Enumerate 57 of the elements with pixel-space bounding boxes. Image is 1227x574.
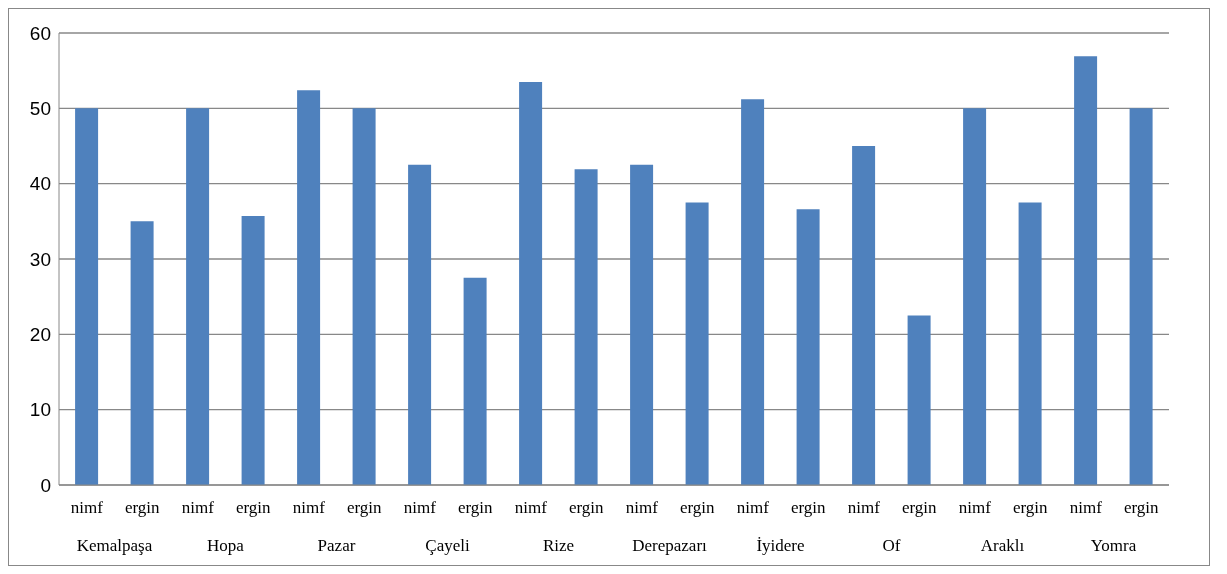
y-tick-label: 60 xyxy=(29,22,51,44)
text: Çayeli xyxy=(425,536,470,555)
x-tick-label: ergin xyxy=(235,498,272,517)
bar xyxy=(75,108,99,485)
x-tick-label: nimf xyxy=(625,498,659,517)
bar xyxy=(685,202,709,485)
x-tick-label: ergin xyxy=(901,498,938,517)
bar xyxy=(907,315,931,485)
x-tick-label: nimf xyxy=(292,498,326,517)
text: İyidere xyxy=(756,536,805,555)
bar xyxy=(241,216,265,485)
x-tick-label: ergin xyxy=(1123,498,1160,517)
x-tick-label: ergin xyxy=(790,498,827,517)
text: Yomra xyxy=(1090,536,1137,555)
x-tick-label: nimf xyxy=(1069,498,1103,517)
bar xyxy=(574,169,598,485)
bar xyxy=(519,81,543,485)
x-tick-label: nimf xyxy=(847,498,881,517)
x-tick-label: ergin xyxy=(346,498,383,517)
y-tick-label: 40 xyxy=(29,173,51,195)
x-tick-label: nimf xyxy=(403,498,437,517)
x-tick-label: ergin xyxy=(124,498,161,517)
bar xyxy=(630,164,654,485)
x-tick-label: ergin xyxy=(1012,498,1049,517)
bar xyxy=(408,164,432,485)
x-tick-label: nimf xyxy=(514,498,548,517)
y-tick-label: 30 xyxy=(29,248,51,270)
bar xyxy=(852,146,876,485)
bar xyxy=(463,277,487,485)
bar xyxy=(1129,108,1153,485)
bar xyxy=(1074,56,1098,485)
x-tick-label: ergin xyxy=(679,498,716,517)
x-tick-label: nimf xyxy=(181,498,215,517)
bar xyxy=(1018,202,1042,485)
bar xyxy=(130,221,154,485)
bar xyxy=(796,209,820,485)
x-tick-label: ergin xyxy=(457,498,494,517)
bar xyxy=(297,90,321,485)
text: Pazar xyxy=(317,536,356,555)
y-tick-label: 20 xyxy=(29,324,51,346)
x-tick-label: nimf xyxy=(736,498,770,517)
text: Hopa xyxy=(207,536,245,555)
text: Kemalpaşa xyxy=(76,536,153,555)
x-tick-label: nimf xyxy=(958,498,992,517)
x-tick-label: ergin xyxy=(568,498,605,517)
text: Of xyxy=(882,536,901,555)
y-tick-label: 10 xyxy=(29,399,51,421)
bar xyxy=(186,108,210,485)
text: Rize xyxy=(542,536,575,555)
bar xyxy=(741,99,765,485)
text: Araklı xyxy=(980,536,1025,555)
bar xyxy=(352,108,376,485)
text: Derepazarı xyxy=(632,536,708,555)
y-tick-label: 0 xyxy=(40,474,51,496)
y-tick-label: 50 xyxy=(29,98,51,120)
bar xyxy=(963,108,987,485)
x-tick-label: nimf xyxy=(70,498,104,517)
